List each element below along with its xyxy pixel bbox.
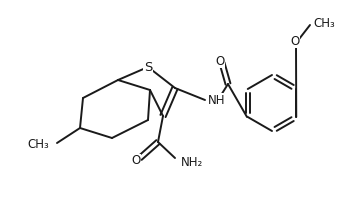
Text: O: O [131, 155, 141, 168]
Text: NH₂: NH₂ [181, 155, 203, 168]
Text: CH₃: CH₃ [313, 16, 335, 30]
Text: O: O [290, 34, 299, 48]
Text: CH₃: CH₃ [27, 137, 49, 151]
Text: O: O [215, 54, 225, 67]
Text: NH: NH [208, 93, 225, 107]
Text: S: S [144, 61, 152, 73]
